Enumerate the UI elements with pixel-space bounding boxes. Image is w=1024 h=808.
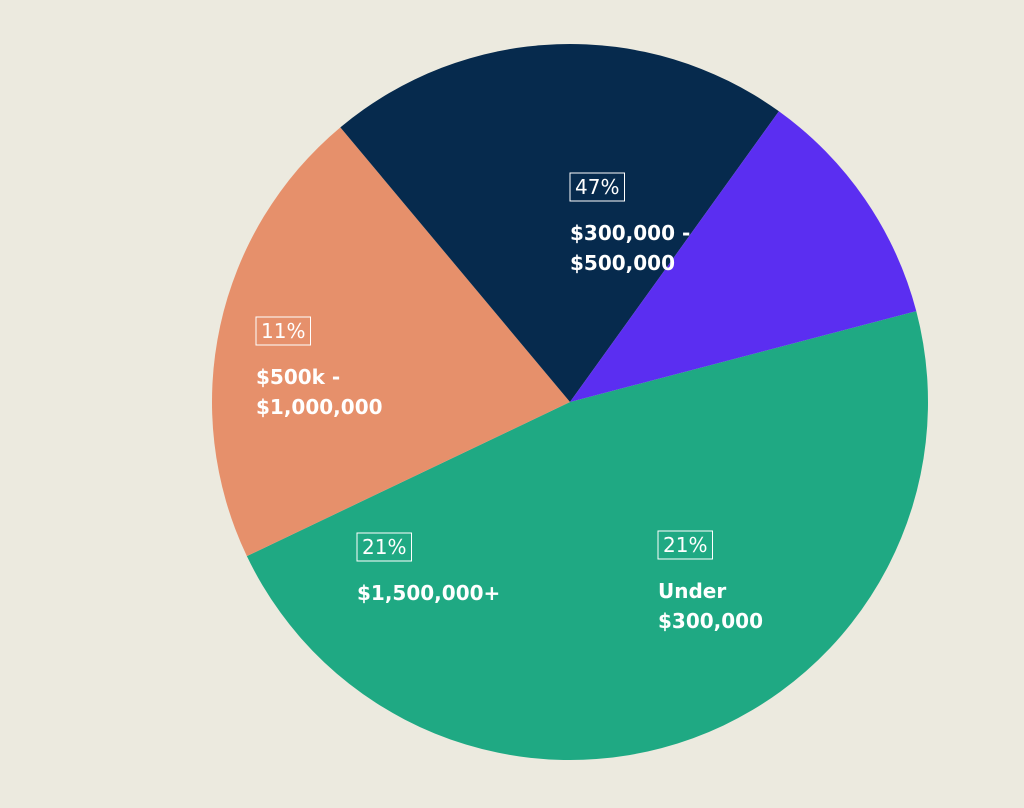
- slice-category-label: $300,000 -: [570, 221, 690, 245]
- slice-percent-label: 21%: [362, 535, 406, 559]
- slice-category-label: Under: [658, 579, 726, 603]
- slice-label-under-300k: 21% Under $300,000: [657, 530, 763, 633]
- slice-category-label: $300,000: [658, 609, 763, 633]
- pie-labels: 47%$300,000 -$500,00021%Under$300,00021%…: [255, 172, 763, 633]
- pie-slice-1.5m-plus: [340, 43, 779, 403]
- slice-category-label: $500,000: [570, 251, 675, 275]
- slice-label-500k-1m: 11% $500k - $1,000,000: [255, 316, 383, 419]
- slice-label-1.5m-plus: 21% $1,500,000+: [356, 532, 500, 605]
- pie-slice-300k-500k: [246, 311, 929, 761]
- slice-percent-label: 11%: [261, 319, 305, 343]
- slice-category-label: $1,000,000: [256, 395, 383, 419]
- pie-slice-500k-1m: [570, 111, 917, 403]
- slice-category-label: $500k -: [256, 365, 340, 389]
- slice-percent-box: [657, 530, 713, 560]
- slice-percent-box: [356, 532, 412, 562]
- slice-percent-label: 47%: [575, 175, 619, 199]
- pie-slice-under-300k: [211, 127, 570, 557]
- slice-category-label: $1,500,000+: [357, 581, 500, 605]
- pie-slices: [211, 43, 929, 761]
- slice-percent-box: [255, 316, 311, 346]
- slice-percent-box: [569, 172, 625, 202]
- slice-percent-label: 21%: [663, 533, 707, 557]
- slice-label-300k-500k: 47% $300,000 - $500,000: [569, 172, 690, 275]
